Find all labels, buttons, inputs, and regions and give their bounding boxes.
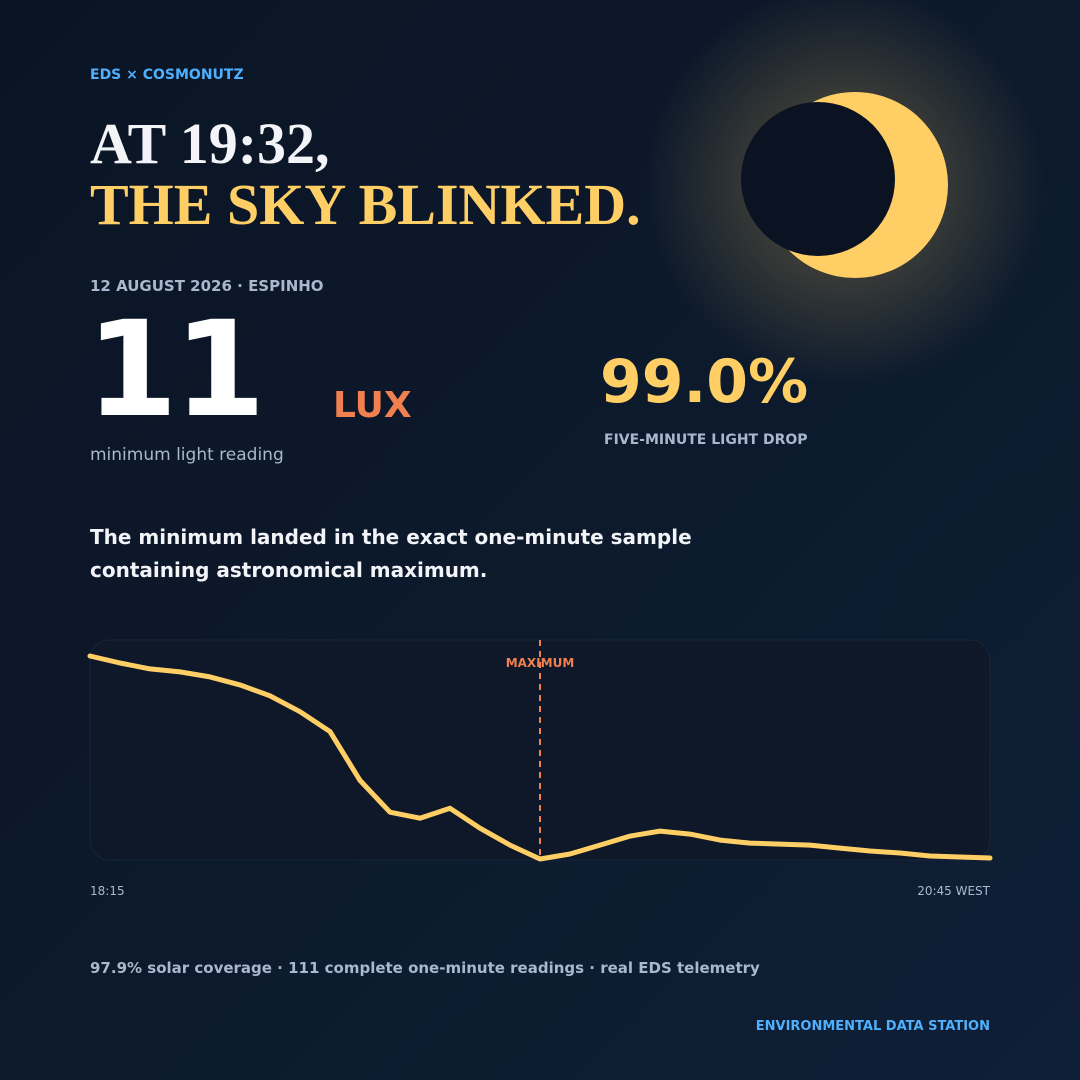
x-label: 18:15 (90, 884, 125, 898)
footer-note: 97.9% solar coverage · 111 complete one-… (90, 959, 760, 977)
annotation: MAXIMUM (506, 656, 575, 670)
stat-label: minimum light reading (90, 445, 284, 465)
stat-unit: LUX (333, 385, 412, 426)
title-line: THE SKY BLINKED. (90, 172, 641, 237)
footer-brand: ENVIRONMENTAL DATA STATION (755, 1019, 990, 1034)
dateline: 12 AUGUST 2026 · ESPINHO (90, 277, 324, 295)
x-label: 20:45 WEST (917, 884, 990, 898)
moon (741, 102, 895, 256)
stat-value: 99.0% (600, 347, 809, 417)
light-line (87, 653, 993, 862)
stat-value: 11 (86, 293, 266, 447)
description: containing astronomical maximum. (90, 558, 488, 582)
brand: EDS × COSMONUTZ (90, 67, 244, 83)
stat-label: FIVE-MINUTE LIGHT DROP (604, 432, 808, 448)
description: The minimum landed in the exact one-minu… (90, 525, 692, 549)
title-line: AT 19:32, (90, 111, 330, 176)
